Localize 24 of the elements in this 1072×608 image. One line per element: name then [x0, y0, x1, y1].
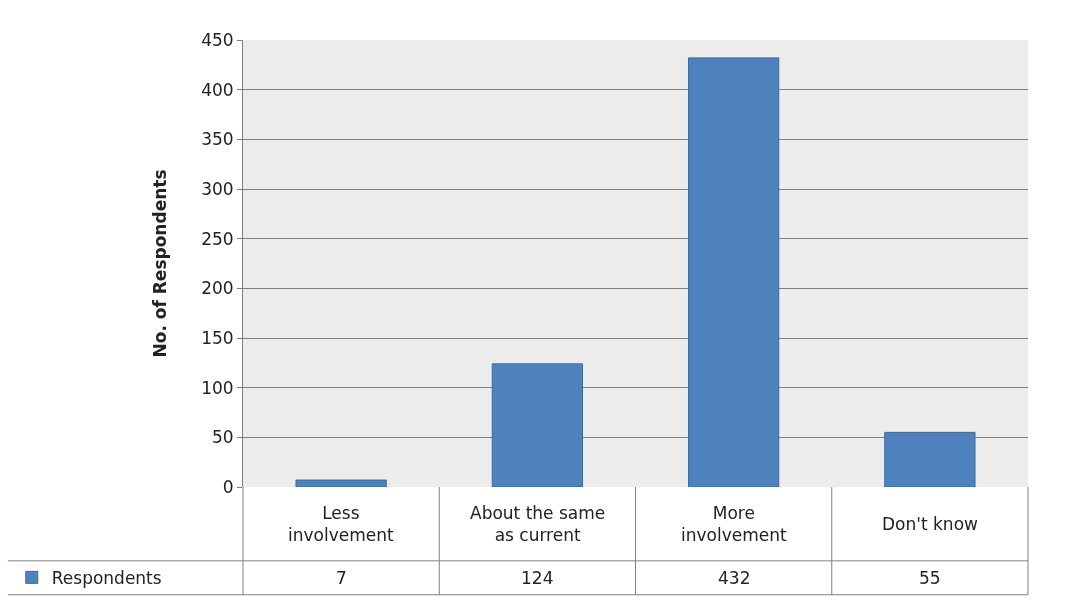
data-label: 432	[718, 568, 751, 588]
x-tick-label: Don't know	[882, 514, 979, 534]
bar	[295, 479, 387, 487]
bar	[884, 431, 976, 487]
x-tick-label: More involvement	[681, 503, 787, 546]
y-tick-label: 100	[201, 377, 234, 398]
bar	[687, 57, 780, 487]
y-tick-label: 150	[201, 327, 234, 348]
x-tick-label: About the same as current	[470, 503, 606, 546]
y-tick-label: 50	[211, 427, 234, 448]
y-tick-label: 200	[201, 278, 234, 299]
data-label: 7	[336, 568, 347, 588]
data-label: 55	[919, 568, 941, 588]
y-tick-label: 400	[201, 79, 234, 100]
y-tick-label: 350	[201, 129, 234, 150]
data-label: 124	[521, 568, 554, 588]
y-tick-label: 250	[201, 228, 234, 249]
y-tick-label: 450	[201, 29, 234, 50]
y-tick-label: 300	[201, 178, 234, 199]
y-tick-label: 0	[222, 476, 234, 497]
x-tick-label: Less involvement	[288, 503, 394, 546]
bar	[491, 363, 584, 487]
legend-label: Respondents	[51, 567, 162, 588]
y-axis-title: No. of Respondents	[149, 169, 170, 358]
